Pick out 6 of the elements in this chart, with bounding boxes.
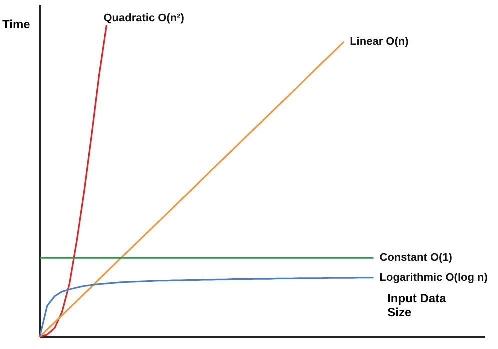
series-label: Quadratic O(n²) [104,12,185,24]
series-label: Constant O(1) [380,252,453,264]
series-label: Linear O(n) [350,36,410,48]
y-axis-title: Time [2,18,31,32]
x-axis-title: Input Data Size [388,292,447,320]
series-label: Logarithmic O(log n) [380,272,488,284]
